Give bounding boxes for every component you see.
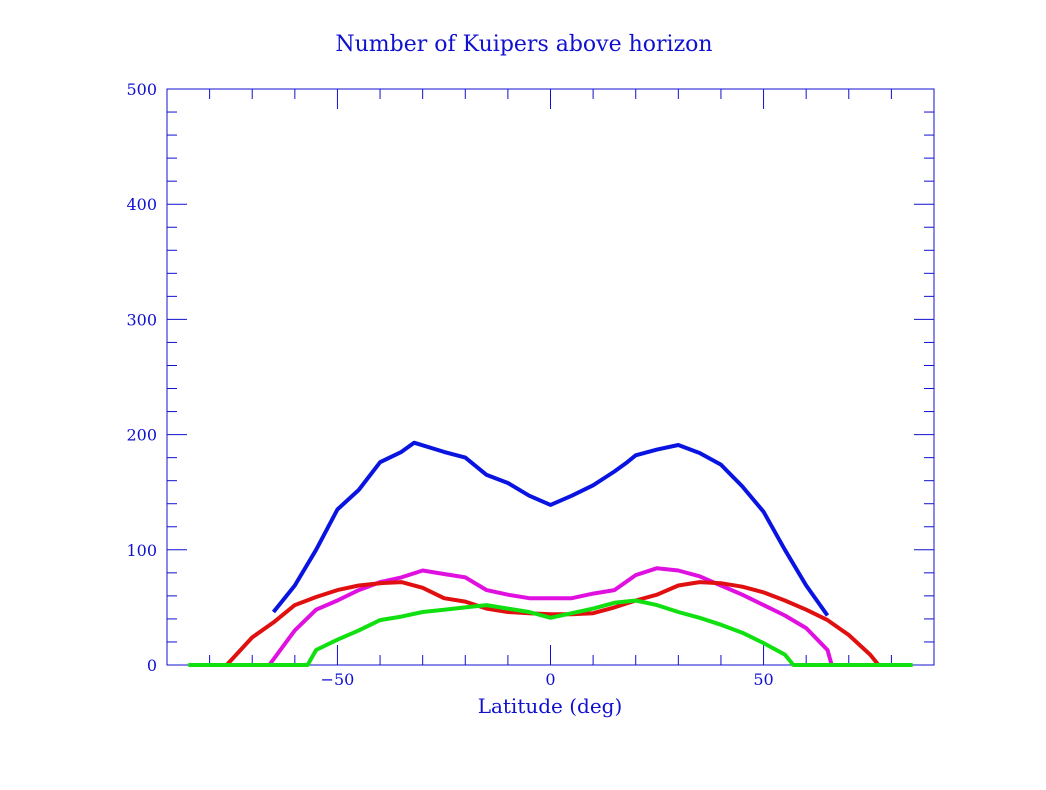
x-tick-label: 50	[753, 670, 773, 689]
x-tick-label: 0	[545, 670, 555, 689]
y-tick-label: 500	[126, 80, 157, 99]
series-line-0	[271, 440, 830, 617]
series-group	[188, 440, 913, 667]
series-line-3	[188, 598, 913, 667]
y-tick-label: 400	[126, 195, 157, 214]
y-tick-labels: 0 100 200 300 400 500	[126, 80, 157, 675]
y-tick-label: 200	[126, 426, 157, 445]
plot-frame	[166, 88, 935, 666]
x-axis-label: Latitude (deg)	[478, 694, 623, 718]
x-tick-label: −50	[321, 670, 355, 689]
y-tick-label: 0	[147, 656, 157, 675]
y-tick-label: 100	[126, 541, 157, 560]
x-tick-labels: −50 0 50	[321, 670, 774, 689]
axis-ticks	[167, 89, 934, 665]
chart-title: Number of Kuipers above horizon	[335, 32, 712, 57]
y-tick-label: 300	[126, 310, 157, 329]
